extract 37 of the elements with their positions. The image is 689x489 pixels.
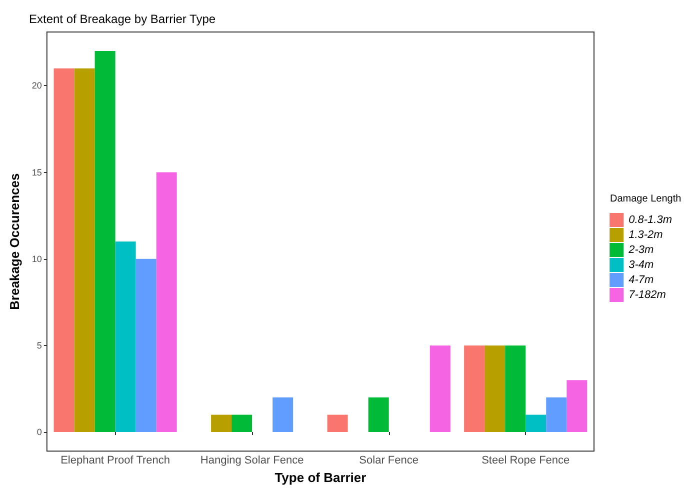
bar [94, 51, 116, 432]
bar [272, 397, 294, 432]
bar [327, 414, 348, 432]
bar [54, 68, 74, 432]
bar [115, 242, 136, 432]
bar [484, 345, 506, 432]
bar [566, 380, 588, 432]
bar [211, 414, 232, 432]
chart-title: Extent of Breakage by Barrier Type [29, 12, 216, 26]
bar [430, 345, 450, 432]
legend-label: 2-3m [628, 244, 654, 256]
legend-label: 3-4m [628, 259, 654, 271]
bar [136, 258, 156, 432]
legend-label: 1.3-2m [628, 229, 663, 241]
x-tick-label: Hanging Solar Fence [200, 454, 304, 467]
y-tick-label: 0 [36, 427, 42, 438]
x-axis-title: Type of Barrier [274, 470, 366, 485]
legend-label: 4-7m [628, 274, 654, 286]
y-axis-title: Breakage Occurences [7, 173, 22, 310]
x-tick-label: Solar Fence [359, 454, 418, 467]
y-tick-label: 15 [32, 167, 42, 178]
bar [526, 414, 546, 432]
legend-label: 0.8-1.3m [628, 214, 672, 226]
legend-label: 7-182m [628, 289, 666, 301]
x-tick-label: Elephant Proof Trench [60, 454, 170, 467]
y-tick-label: 5 [36, 340, 42, 350]
bar [464, 345, 485, 432]
bar [232, 414, 252, 432]
bar [74, 68, 95, 432]
legend-title: Damage Length [610, 194, 682, 204]
y-tick-label: 10 [32, 254, 42, 264]
bar [505, 345, 526, 432]
y-tick-label: 20 [32, 80, 42, 91]
bar [368, 397, 389, 432]
bar [546, 397, 567, 432]
bar [156, 172, 177, 432]
x-tick-label: Steel Rope Fence [482, 454, 570, 467]
